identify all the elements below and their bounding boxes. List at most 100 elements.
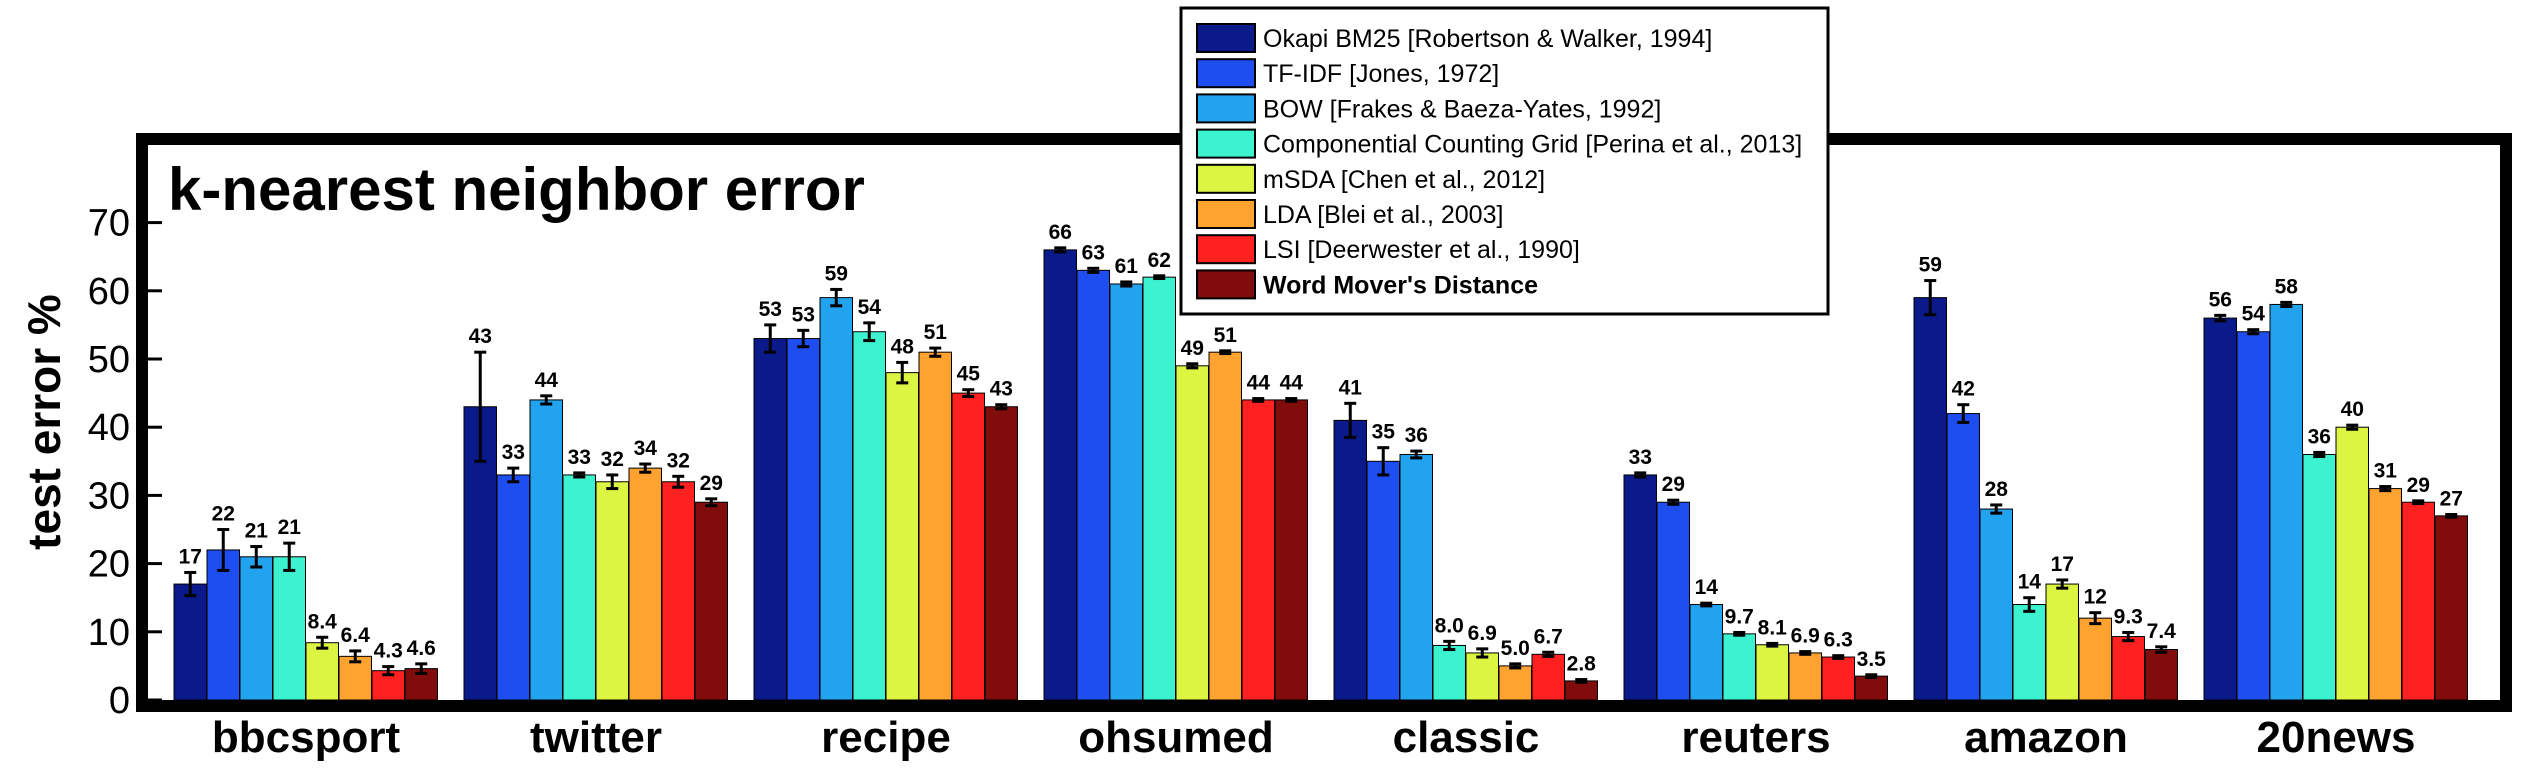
category-label: amazon	[1964, 713, 2128, 762]
bar	[1689, 604, 1723, 701]
data-label: 51	[924, 321, 948, 344]
bar	[2434, 515, 2468, 701]
data-label: 17	[2051, 553, 2074, 576]
data-label: 54	[2242, 303, 2266, 326]
data-label: 14	[1695, 576, 1719, 599]
data-label: 62	[1148, 249, 1171, 272]
data-label: 32	[667, 449, 690, 472]
data-label: 44	[1280, 372, 1304, 395]
data-label: 59	[1919, 254, 1942, 277]
bar	[1366, 460, 1400, 701]
bar	[529, 399, 563, 701]
data-label: 53	[792, 303, 815, 326]
data-label: 3.5	[1857, 648, 1887, 671]
category-label: 20news	[2257, 713, 2416, 762]
data-label: 44	[1247, 372, 1271, 395]
bar	[2203, 317, 2237, 701]
data-label: 2.8	[1567, 653, 1597, 676]
bar	[1142, 276, 1176, 701]
data-label: 36	[1405, 424, 1428, 447]
legend-label: BOW [Frakes & Baeza-Yates, 1992]	[1263, 95, 1661, 123]
bar	[595, 481, 629, 701]
y-tick-label: 40	[88, 407, 130, 449]
category-label: recipe	[821, 713, 951, 762]
bar	[628, 467, 662, 701]
bar	[1208, 351, 1242, 701]
bar	[984, 406, 1018, 701]
bar	[1498, 665, 1532, 701]
bar	[2144, 649, 2178, 701]
data-label: 58	[2275, 275, 2299, 298]
bar	[1531, 653, 1565, 701]
legend-swatch	[1196, 163, 1256, 194]
legend-label: LSI [Deerwester et al., 1990]	[1263, 236, 1580, 264]
legend-swatch	[1196, 23, 1256, 53]
category-label: bbcsport	[212, 713, 401, 762]
bar	[1913, 297, 1947, 701]
bar	[1788, 652, 1822, 701]
legend-box	[1179, 6, 1830, 316]
bar	[661, 481, 695, 701]
legend-swatch	[1196, 128, 1256, 159]
bar	[2111, 636, 2145, 701]
data-label: 59	[825, 262, 848, 285]
value-labels: 17 22 21 21 8.46.44.3 4.6 43 33 44 33 32 34 32 29 53 53…	[179, 221, 2463, 676]
data-label: 8.1	[1758, 616, 1788, 639]
bar	[2045, 583, 2079, 701]
y-tick-label: 20	[88, 544, 130, 586]
bar	[272, 556, 306, 701]
bar	[1241, 399, 1275, 701]
bar	[1979, 508, 2013, 701]
bar	[786, 338, 820, 701]
data-label: 49	[1181, 337, 1204, 360]
data-label: 6.7	[1534, 625, 1563, 648]
bar	[1333, 419, 1367, 701]
y-tick-label: 60	[88, 271, 130, 313]
y-tick-label: 0	[109, 680, 130, 722]
legend-label: LDA [Blei et al., 2003]	[1263, 201, 1503, 229]
bar	[1623, 474, 1657, 701]
legend-swatch	[1196, 93, 1256, 124]
data-label: 5.0	[1501, 637, 1530, 660]
data-label: 27	[2440, 487, 2463, 510]
legend-swatch	[1196, 58, 1256, 89]
bar	[1465, 652, 1499, 701]
data-label: 12	[2084, 586, 2107, 609]
chart-title: k-nearest neighbor error	[168, 156, 865, 223]
data-label: 42	[1952, 378, 1975, 401]
bar	[2078, 617, 2112, 701]
bar	[1656, 501, 1690, 701]
legend-label: Componential Counting Grid [Perina et al…	[1263, 131, 1802, 159]
bar	[951, 392, 985, 701]
data-label: 6.9	[1468, 622, 1497, 645]
data-label: 61	[1115, 255, 1139, 278]
data-label: 8.0	[1435, 614, 1464, 637]
data-label: 4.3	[374, 640, 403, 663]
bar	[1946, 413, 1980, 701]
category-label: ohsumed	[1078, 713, 1274, 762]
category-label: classic	[1393, 713, 1540, 762]
y-tick-label: 30	[88, 475, 130, 517]
data-label: 35	[1372, 421, 1396, 444]
bar	[173, 583, 207, 701]
data-label: 45	[957, 363, 981, 386]
bar	[305, 642, 339, 701]
data-label: 4.6	[407, 637, 436, 660]
data-label: 32	[601, 448, 624, 471]
data-label: 53	[759, 298, 782, 321]
data-label: 43	[469, 325, 492, 348]
data-label: 56	[2209, 288, 2232, 311]
data-label: 44	[535, 369, 559, 392]
data-label: 28	[1985, 478, 2009, 501]
data-label: 33	[502, 441, 525, 464]
data-label: 21	[245, 520, 269, 543]
bar	[885, 372, 919, 701]
data-label: 54	[858, 296, 882, 319]
legend-label: Word Mover's Distance	[1263, 271, 1538, 299]
data-label: 31	[2374, 460, 2398, 483]
bar	[819, 297, 853, 701]
bar	[918, 351, 952, 701]
data-label: 63	[1082, 241, 1105, 264]
bar	[562, 474, 596, 701]
data-label: 21	[278, 516, 302, 539]
